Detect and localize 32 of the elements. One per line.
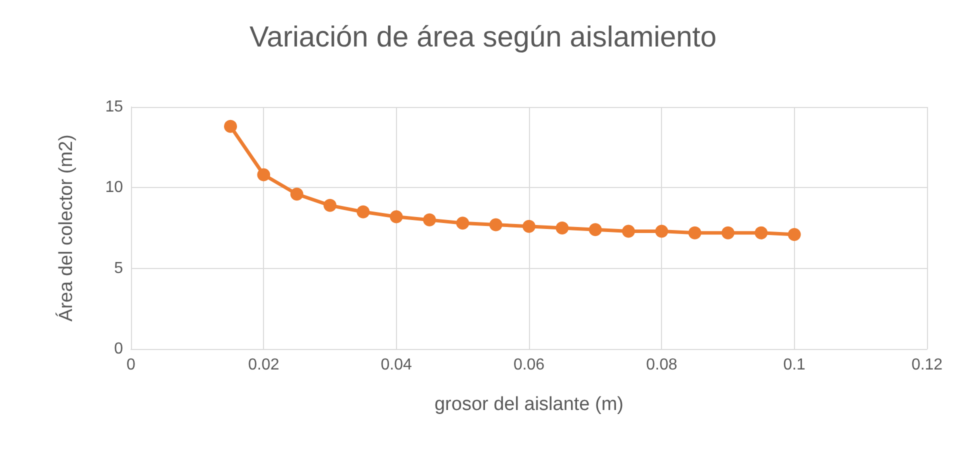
point [655,224,668,238]
point [390,210,403,224]
y-tick-label: 0 [114,340,124,358]
y-tick-label: 10 [105,179,124,196]
point [556,222,569,234]
x-tick-label: 0.1 [783,356,806,374]
point [324,198,336,212]
point [224,120,237,133]
chart-title: Variación de área según aislamiento [250,22,716,54]
point [688,226,702,240]
point [588,223,602,236]
point [522,220,536,233]
x-tick-label: 0.12 [911,356,943,374]
x-axis-title: grosor del aislante (m) [434,394,624,415]
point [456,216,470,230]
x-tick-label: 0 [126,356,136,374]
point [356,205,370,218]
point [423,213,436,226]
point [290,188,304,201]
x-tick-label: 0.04 [380,356,412,374]
y-axis-title: Área del colector (m2) [55,134,77,322]
x-tick-label: 0.06 [513,356,545,374]
point [257,168,270,182]
point [754,226,768,240]
point [489,218,502,232]
x-tick-label: 0.08 [646,356,678,374]
x-tick-label: 0.02 [248,356,280,374]
point [722,226,734,240]
point [788,228,801,241]
y-tick-label: 15 [105,98,124,116]
y-tick-label: 5 [114,260,124,277]
point [622,224,635,238]
